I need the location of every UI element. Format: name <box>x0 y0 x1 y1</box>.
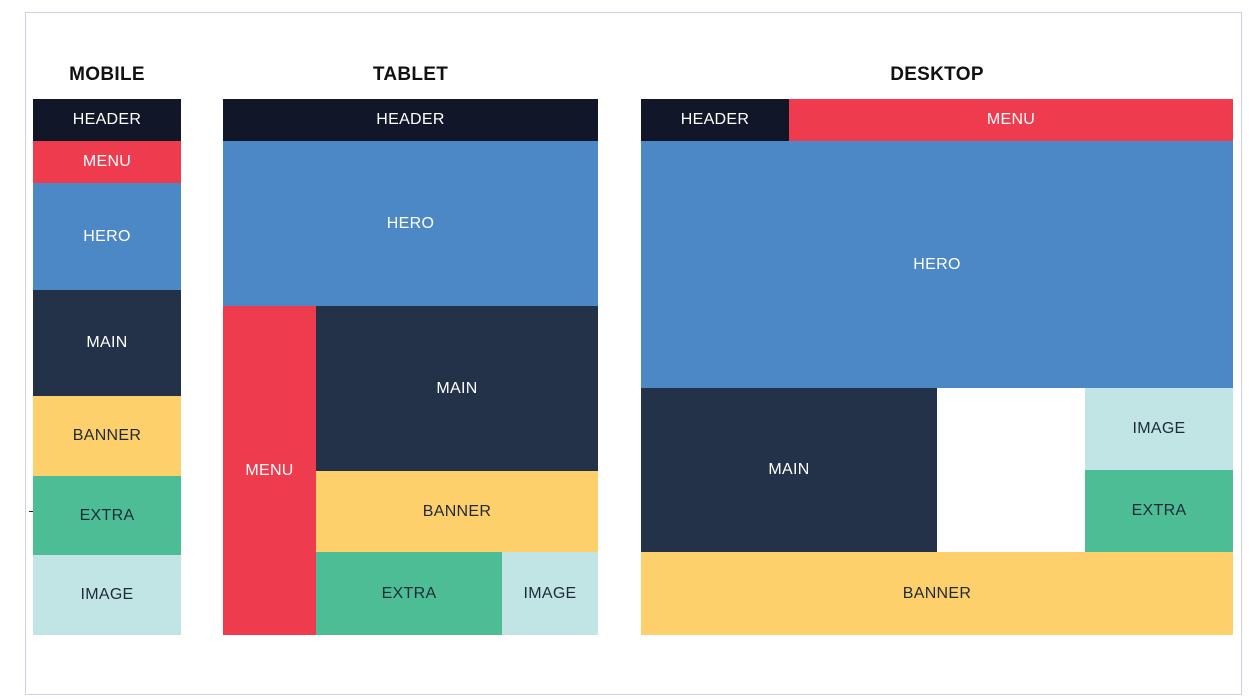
mobile-banner-block: BANNER <box>33 396 181 476</box>
tablet-banner-block: BANNER <box>316 471 598 552</box>
desktop-header-block: HEADER <box>641 99 789 141</box>
mobile-header-block: HEADER <box>33 99 181 141</box>
tablet-hero-block: HERO <box>223 141 598 306</box>
desktop-image-block: IMAGE <box>1085 388 1233 470</box>
desktop-extra-block: EXTRA <box>1085 470 1233 552</box>
desktop-banner-block: BANNER <box>641 552 1233 635</box>
tablet-menu-block: MENU <box>223 306 316 635</box>
desktop-title: DESKTOP <box>890 64 984 85</box>
mobile-title: MOBILE <box>69 64 145 85</box>
tablet-header-block: HEADER <box>223 99 598 141</box>
mobile-image-block: IMAGE <box>33 555 181 635</box>
tablet-main-block: MAIN <box>316 306 598 471</box>
desktop-main-block: MAIN <box>641 388 937 552</box>
mobile-main-block: MAIN <box>33 290 181 396</box>
tablet-extra-block: EXTRA <box>316 552 502 635</box>
mobile-menu-block: MENU <box>33 141 181 183</box>
mobile-extra-block: EXTRA <box>33 476 181 555</box>
mobile-hero-block: HERO <box>33 183 181 290</box>
tablet-image-block: IMAGE <box>502 552 598 635</box>
desktop-menu-block: MENU <box>789 99 1233 141</box>
tablet-title: TABLET <box>372 64 449 85</box>
desktop-hero-block: HERO <box>641 141 1233 388</box>
